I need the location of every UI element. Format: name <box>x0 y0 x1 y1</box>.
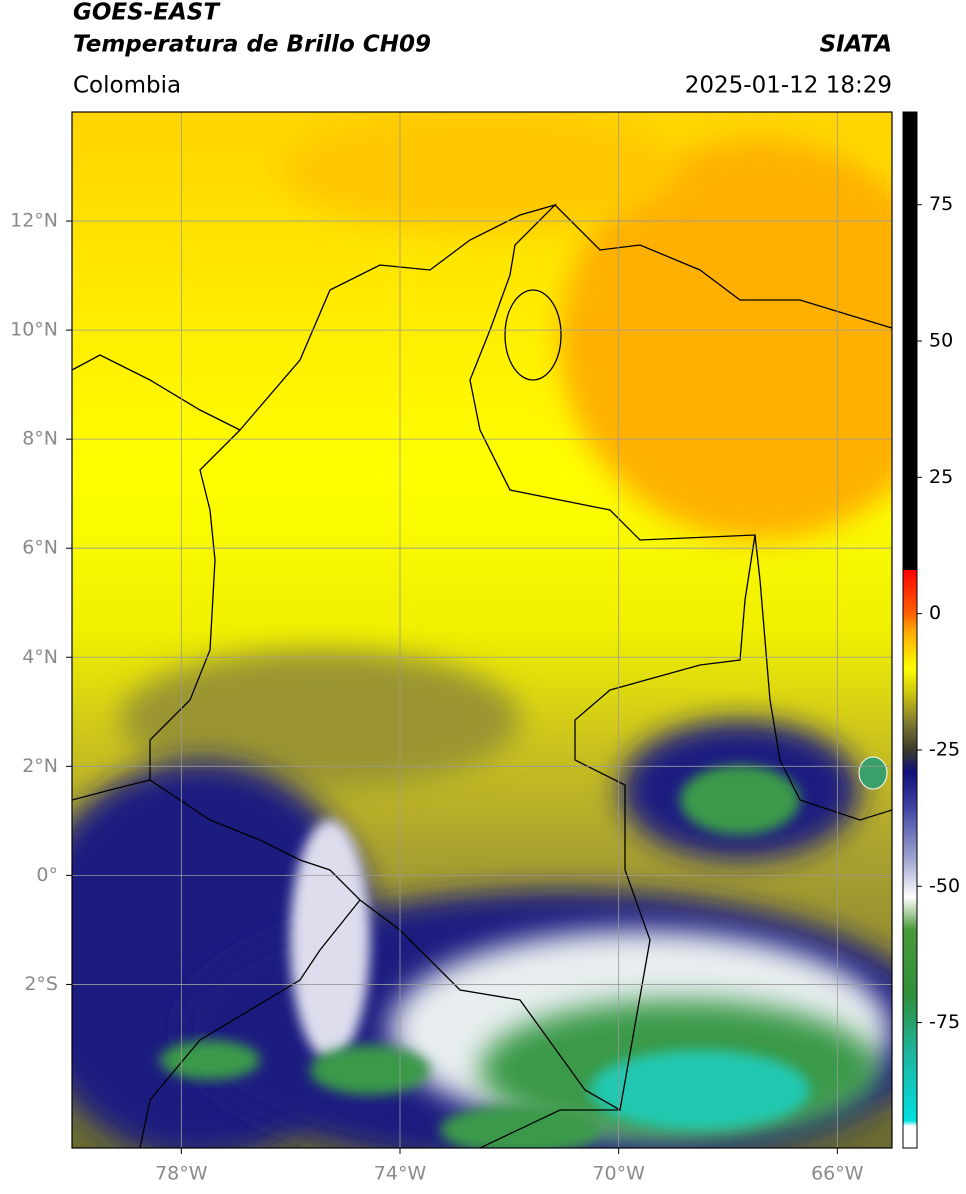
colorbar-tick-label: 50 <box>929 330 953 352</box>
colorbar <box>902 111 918 1149</box>
imagery <box>72 112 892 1148</box>
map-frame <box>71 111 893 1149</box>
coastline <box>72 354 241 431</box>
colorbar-tick-label: -25 <box>929 738 960 760</box>
cloud-region <box>290 820 370 1060</box>
y-tick-label: 12°N <box>10 210 58 232</box>
cloud-region <box>858 756 888 790</box>
border <box>72 779 151 801</box>
colorbar-tick-label: -75 <box>929 1011 960 1033</box>
y-tick-label: 10°N <box>10 319 58 341</box>
coastline <box>554 204 892 329</box>
subtitle: Temperatura de Brillo CH09 <box>73 32 431 58</box>
y-tick-label: 2°S <box>24 973 58 995</box>
border <box>479 1109 620 1148</box>
cloud-region <box>440 1105 600 1148</box>
y-tick-label: 4°N <box>22 646 58 668</box>
colorbar-tick-label: 0 <box>929 602 941 624</box>
y-tick-label: 8°N <box>22 428 58 450</box>
colorbar-tick-label: 75 <box>929 193 953 215</box>
border <box>139 899 361 1148</box>
y-tick-label: 0° <box>36 864 58 886</box>
region: Colombia <box>73 73 181 99</box>
y-tick-label: 2°N <box>22 755 58 777</box>
colorbar-tick-label: 25 <box>929 466 953 488</box>
x-tick-label: 66°W <box>811 1163 864 1185</box>
cloud-region <box>120 650 520 790</box>
cloud-region <box>310 1045 430 1095</box>
x-tick-label: 78°W <box>155 1163 208 1185</box>
credit: SIATA <box>820 32 892 58</box>
cloud-region <box>590 1050 810 1130</box>
colombia-border <box>149 203 756 1112</box>
timestamp: 2025-01-12 18:29 <box>685 73 892 99</box>
title: GOES-EAST <box>73 0 221 26</box>
warm-region <box>280 112 680 230</box>
y-tick-label: 6°N <box>22 537 58 559</box>
lake-maracaibo <box>504 289 562 381</box>
cloud-region <box>160 1040 260 1080</box>
warm-region <box>560 140 892 540</box>
x-tick-label: 70°W <box>592 1163 645 1185</box>
colorbar-tick-label: -50 <box>929 875 960 897</box>
x-tick-label: 74°W <box>374 1163 427 1185</box>
cloud-region <box>680 765 800 835</box>
border <box>754 534 892 821</box>
